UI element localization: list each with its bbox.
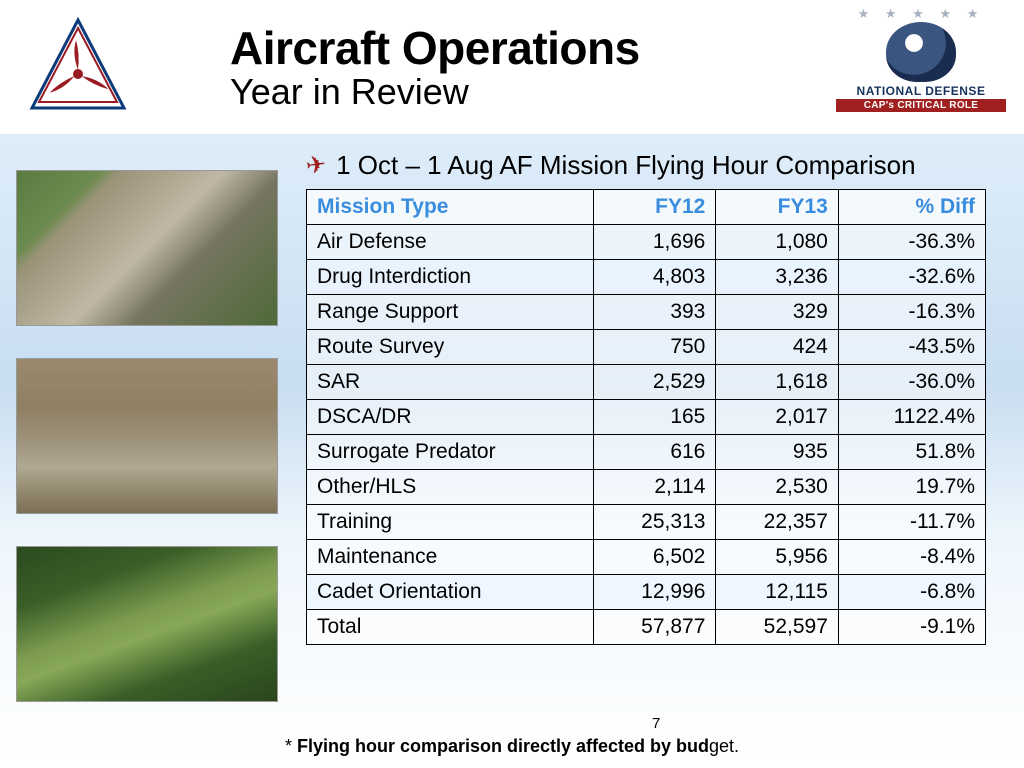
- footnote-suffix: get.: [709, 736, 739, 756]
- table-cell: 1,080: [716, 225, 839, 260]
- footnote-bold: Flying hour comparison directly affected…: [297, 736, 709, 756]
- table-cell: 2,017: [716, 400, 839, 435]
- table-cell: 329: [716, 295, 839, 330]
- table-row: Cadet Orientation12,99612,115-6.8%: [307, 575, 986, 610]
- bullet-heading: ✈ 1 Oct – 1 Aug AF Mission Flying Hour C…: [306, 150, 1002, 181]
- table-cell: -43.5%: [838, 330, 985, 365]
- bullet-text: 1 Oct – 1 Aug AF Mission Flying Hour Com…: [336, 150, 915, 181]
- table-cell: DSCA/DR: [307, 400, 594, 435]
- table-cell: 22,357: [716, 505, 839, 540]
- table-cell: 25,313: [593, 505, 716, 540]
- aerial-photo-3: [16, 546, 278, 702]
- table-cell: 2,529: [593, 365, 716, 400]
- cap-propeller-logo: [28, 16, 128, 116]
- table-cell: 750: [593, 330, 716, 365]
- table-cell: Air Defense: [307, 225, 594, 260]
- table-cell: 935: [716, 435, 839, 470]
- table-cell: 57,877: [593, 610, 716, 645]
- stars-icon: ★ ★ ★ ★ ★: [836, 6, 1006, 22]
- table-cell: -16.3%: [838, 295, 985, 330]
- table-row: SAR2,5291,618-36.0%: [307, 365, 986, 400]
- table-cell: Range Support: [307, 295, 594, 330]
- table-cell: 51.8%: [838, 435, 985, 470]
- table-cell: -6.8%: [838, 575, 985, 610]
- slide-subtitle: Year in Review: [230, 71, 640, 113]
- table-cell: 616: [593, 435, 716, 470]
- mission-table: Mission Type FY12 FY13 % Diff Air Defens…: [306, 189, 986, 645]
- slide-title: Aircraft Operations: [230, 21, 640, 75]
- table-row: Air Defense1,6961,080-36.3%: [307, 225, 986, 260]
- table-cell: 1,618: [716, 365, 839, 400]
- col-diff: % Diff: [838, 190, 985, 225]
- table-cell: 1,696: [593, 225, 716, 260]
- table-row: Training25,31322,357-11.7%: [307, 505, 986, 540]
- table-cell: 424: [716, 330, 839, 365]
- table-cell: 165: [593, 400, 716, 435]
- table-cell: Route Survey: [307, 330, 594, 365]
- table-row: Route Survey750424-43.5%: [307, 330, 986, 365]
- table-cell: Other/HLS: [307, 470, 594, 505]
- header: Aircraft Operations Year in Review ★ ★ ★…: [0, 0, 1024, 134]
- col-fy13: FY13: [716, 190, 839, 225]
- eagle-icon: [886, 22, 956, 82]
- footnote: * Flying hour comparison directly affect…: [0, 736, 1024, 757]
- col-fy12: FY12: [593, 190, 716, 225]
- table-cell: -11.7%: [838, 505, 985, 540]
- table-cell: 19.7%: [838, 470, 985, 505]
- photo-column: [16, 150, 292, 702]
- table-cell: -36.3%: [838, 225, 985, 260]
- table-cell: -9.1%: [838, 610, 985, 645]
- national-defense-logo: ★ ★ ★ ★ ★ NATIONAL DEFENSE CAP's CRITICA…: [836, 6, 1006, 112]
- footnote-prefix: *: [285, 736, 297, 756]
- table-cell: Cadet Orientation: [307, 575, 594, 610]
- table-cell: 2,114: [593, 470, 716, 505]
- table-row: Total57,87752,597-9.1%: [307, 610, 986, 645]
- table-row: DSCA/DR1652,0171122.4%: [307, 400, 986, 435]
- table-cell: -8.4%: [838, 540, 985, 575]
- aerial-photo-2: [16, 358, 278, 514]
- aerial-photo-1: [16, 170, 278, 326]
- table-cell: 4,803: [593, 260, 716, 295]
- table-cell: 6,502: [593, 540, 716, 575]
- table-header-row: Mission Type FY12 FY13 % Diff: [307, 190, 986, 225]
- table-cell: Surrogate Predator: [307, 435, 594, 470]
- table-cell: Drug Interdiction: [307, 260, 594, 295]
- airplane-icon: ✈: [304, 150, 328, 182]
- table-cell: 12,996: [593, 575, 716, 610]
- table-cell: 52,597: [716, 610, 839, 645]
- table-cell: -36.0%: [838, 365, 985, 400]
- table-cell: Total: [307, 610, 594, 645]
- nd-bar-label: CAP's CRITICAL ROLE: [836, 99, 1006, 112]
- table-cell: 1122.4%: [838, 400, 985, 435]
- col-mission-type: Mission Type: [307, 190, 594, 225]
- page-number: 7: [652, 715, 660, 732]
- table-cell: Maintenance: [307, 540, 594, 575]
- table-cell: 3,236: [716, 260, 839, 295]
- main-column: ✈ 1 Oct – 1 Aug AF Mission Flying Hour C…: [292, 150, 1002, 702]
- table-cell: 393: [593, 295, 716, 330]
- table-cell: Training: [307, 505, 594, 540]
- table-row: Maintenance6,5025,956-8.4%: [307, 540, 986, 575]
- table-cell: 2,530: [716, 470, 839, 505]
- table-row: Drug Interdiction4,8033,236-32.6%: [307, 260, 986, 295]
- table-row: Surrogate Predator61693551.8%: [307, 435, 986, 470]
- title-block: Aircraft Operations Year in Review: [230, 21, 640, 113]
- nd-label: NATIONAL DEFENSE: [836, 84, 1006, 98]
- content-area: ✈ 1 Oct – 1 Aug AF Mission Flying Hour C…: [0, 134, 1024, 702]
- table-cell: SAR: [307, 365, 594, 400]
- table-row: Range Support393329-16.3%: [307, 295, 986, 330]
- table-cell: 12,115: [716, 575, 839, 610]
- table-cell: -32.6%: [838, 260, 985, 295]
- table-cell: 5,956: [716, 540, 839, 575]
- table-row: Other/HLS2,1142,53019.7%: [307, 470, 986, 505]
